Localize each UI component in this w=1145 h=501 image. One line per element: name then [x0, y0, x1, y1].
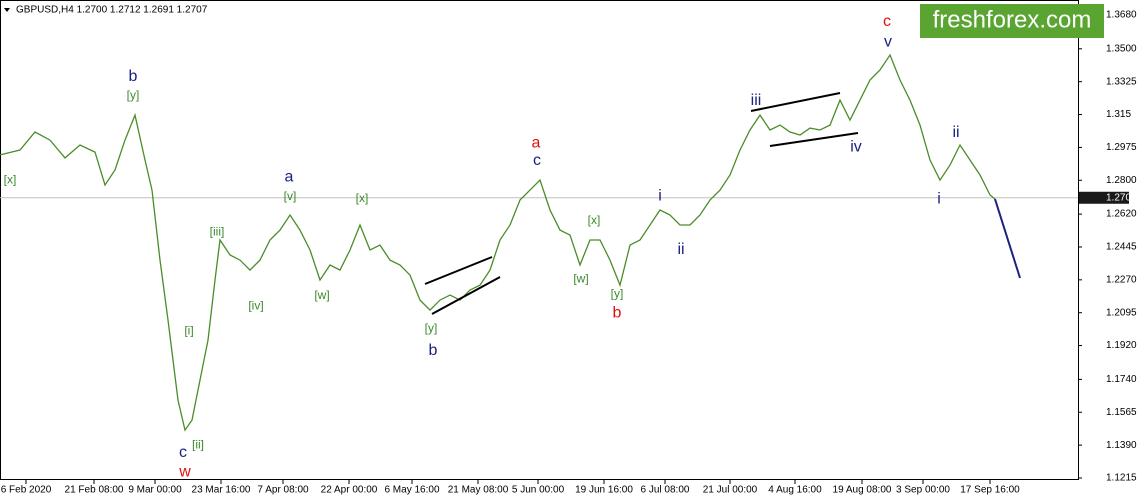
y-tick-label: 1.1215 — [1106, 473, 1137, 484]
x-tick-label: 6 May 16:00 — [384, 485, 439, 496]
wave-label: [w] — [573, 271, 588, 285]
wave-label: w — [178, 463, 191, 480]
x-tick-label: 21 Feb 08:00 — [65, 485, 124, 496]
x-tick-label: 22 Apr 00:00 — [321, 485, 378, 496]
y-tick-label: 1.1740 — [1106, 374, 1137, 385]
wave-label: iv — [850, 138, 862, 155]
axes: 1.3680 1.3500 1.3325 1.315 1.2975 1.2800 1.262… — [0, 10, 1137, 496]
y-tick-label: 1.3500 — [1106, 43, 1137, 54]
price-line — [0, 53, 996, 432]
plot-frame — [0, 0, 1079, 480]
wave-label: [x] — [4, 172, 17, 186]
wave-label: i — [937, 190, 941, 207]
y-tick-label: 1.2445 — [1106, 242, 1137, 253]
wave-label: c — [533, 152, 541, 169]
y-tick-label: 1.2620 — [1106, 209, 1137, 220]
channels — [424, 92, 859, 315]
logo: freshforex.com — [933, 6, 1092, 33]
wave-label: a — [532, 134, 541, 151]
wave-label: [y] — [611, 286, 624, 300]
y-tick-label: 1.1390 — [1106, 440, 1137, 451]
wave-label: b — [613, 304, 622, 321]
y-tick-label: 1.3325 — [1106, 76, 1137, 87]
wave-label: [iii] — [210, 224, 225, 238]
wave-label: [i] — [184, 323, 193, 337]
y-tick-label: 1.1920 — [1106, 340, 1137, 351]
x-tick-label: 21 May 08:00 — [448, 485, 509, 496]
wave-label: [y] — [425, 321, 438, 335]
logo-box — [920, 4, 1104, 38]
y-tick-label: 1.1565 — [1106, 407, 1137, 418]
y-tick-label: 1.2270 — [1106, 274, 1137, 285]
chart-title: GBPUSD,H4 1.2700 1.2712 1.2691 1.2707 — [16, 5, 208, 16]
x-tick-label: 23 Mar 16:00 — [192, 485, 251, 496]
channel-line — [750, 92, 841, 112]
x-tick-label: 5 Jun 00:00 — [512, 485, 565, 496]
wave-label: [x] — [588, 213, 601, 227]
x-tick-label: 19 Aug 08:00 — [833, 485, 892, 496]
wave-label: [w] — [314, 288, 329, 302]
price-line — [994, 198, 1021, 279]
current-price-box — [1079, 191, 1129, 204]
channel-line — [431, 276, 501, 315]
channel-line — [424, 256, 493, 285]
wave-label: ii — [952, 124, 959, 141]
wave-label: [v] — [284, 189, 297, 203]
wave-label: [iv] — [248, 298, 263, 312]
wave-label: iii — [751, 92, 762, 109]
wave-label: b — [429, 342, 438, 359]
y-tick-label: 1.2800 — [1106, 175, 1137, 186]
wave-label: c — [883, 13, 891, 30]
wave-label: i — [658, 187, 662, 204]
y-tick-label: 1.3680 — [1106, 10, 1137, 21]
y-tick-label: 1.315 — [1106, 109, 1131, 120]
wave-label: [ii] — [192, 437, 204, 451]
channel-line — [769, 132, 859, 147]
x-tick-label: 21 Jul 00:00 — [703, 485, 758, 496]
wave-label: ii — [677, 241, 684, 258]
x-tick-label: 7 Apr 08:00 — [257, 485, 309, 496]
x-tick-label: 4 Aug 16:00 — [768, 485, 822, 496]
y-tick-label: 1.2095 — [1106, 307, 1137, 318]
wave-label: b — [129, 68, 138, 85]
x-tick-label: 6 Jul 08:00 — [641, 485, 690, 496]
x-tick-label: 3 Sep 00:00 — [896, 485, 950, 496]
wave-label: v — [884, 33, 892, 50]
wave-label: a — [285, 168, 294, 185]
x-tick-label: 19 Jun 16:00 — [575, 485, 633, 496]
wave-label: [y] — [127, 88, 140, 102]
x-tick-label: 9 Mar 00:00 — [128, 485, 182, 496]
plot: [x]b[y]cw[i][ii][iii][iv]a[v][w][x][y]ba… — [0, 13, 1021, 480]
menu-arrow — [4, 8, 10, 12]
x-tick-label: 17 Sep 16:00 — [960, 485, 1020, 496]
wave-label: [x] — [356, 191, 369, 205]
y-tick-label: 1.2975 — [1106, 142, 1137, 153]
x-tick-label: 6 Feb 2020 — [1, 485, 52, 496]
wave-label: c — [179, 444, 187, 461]
current-price-label: 1.2707 — [1106, 192, 1137, 203]
